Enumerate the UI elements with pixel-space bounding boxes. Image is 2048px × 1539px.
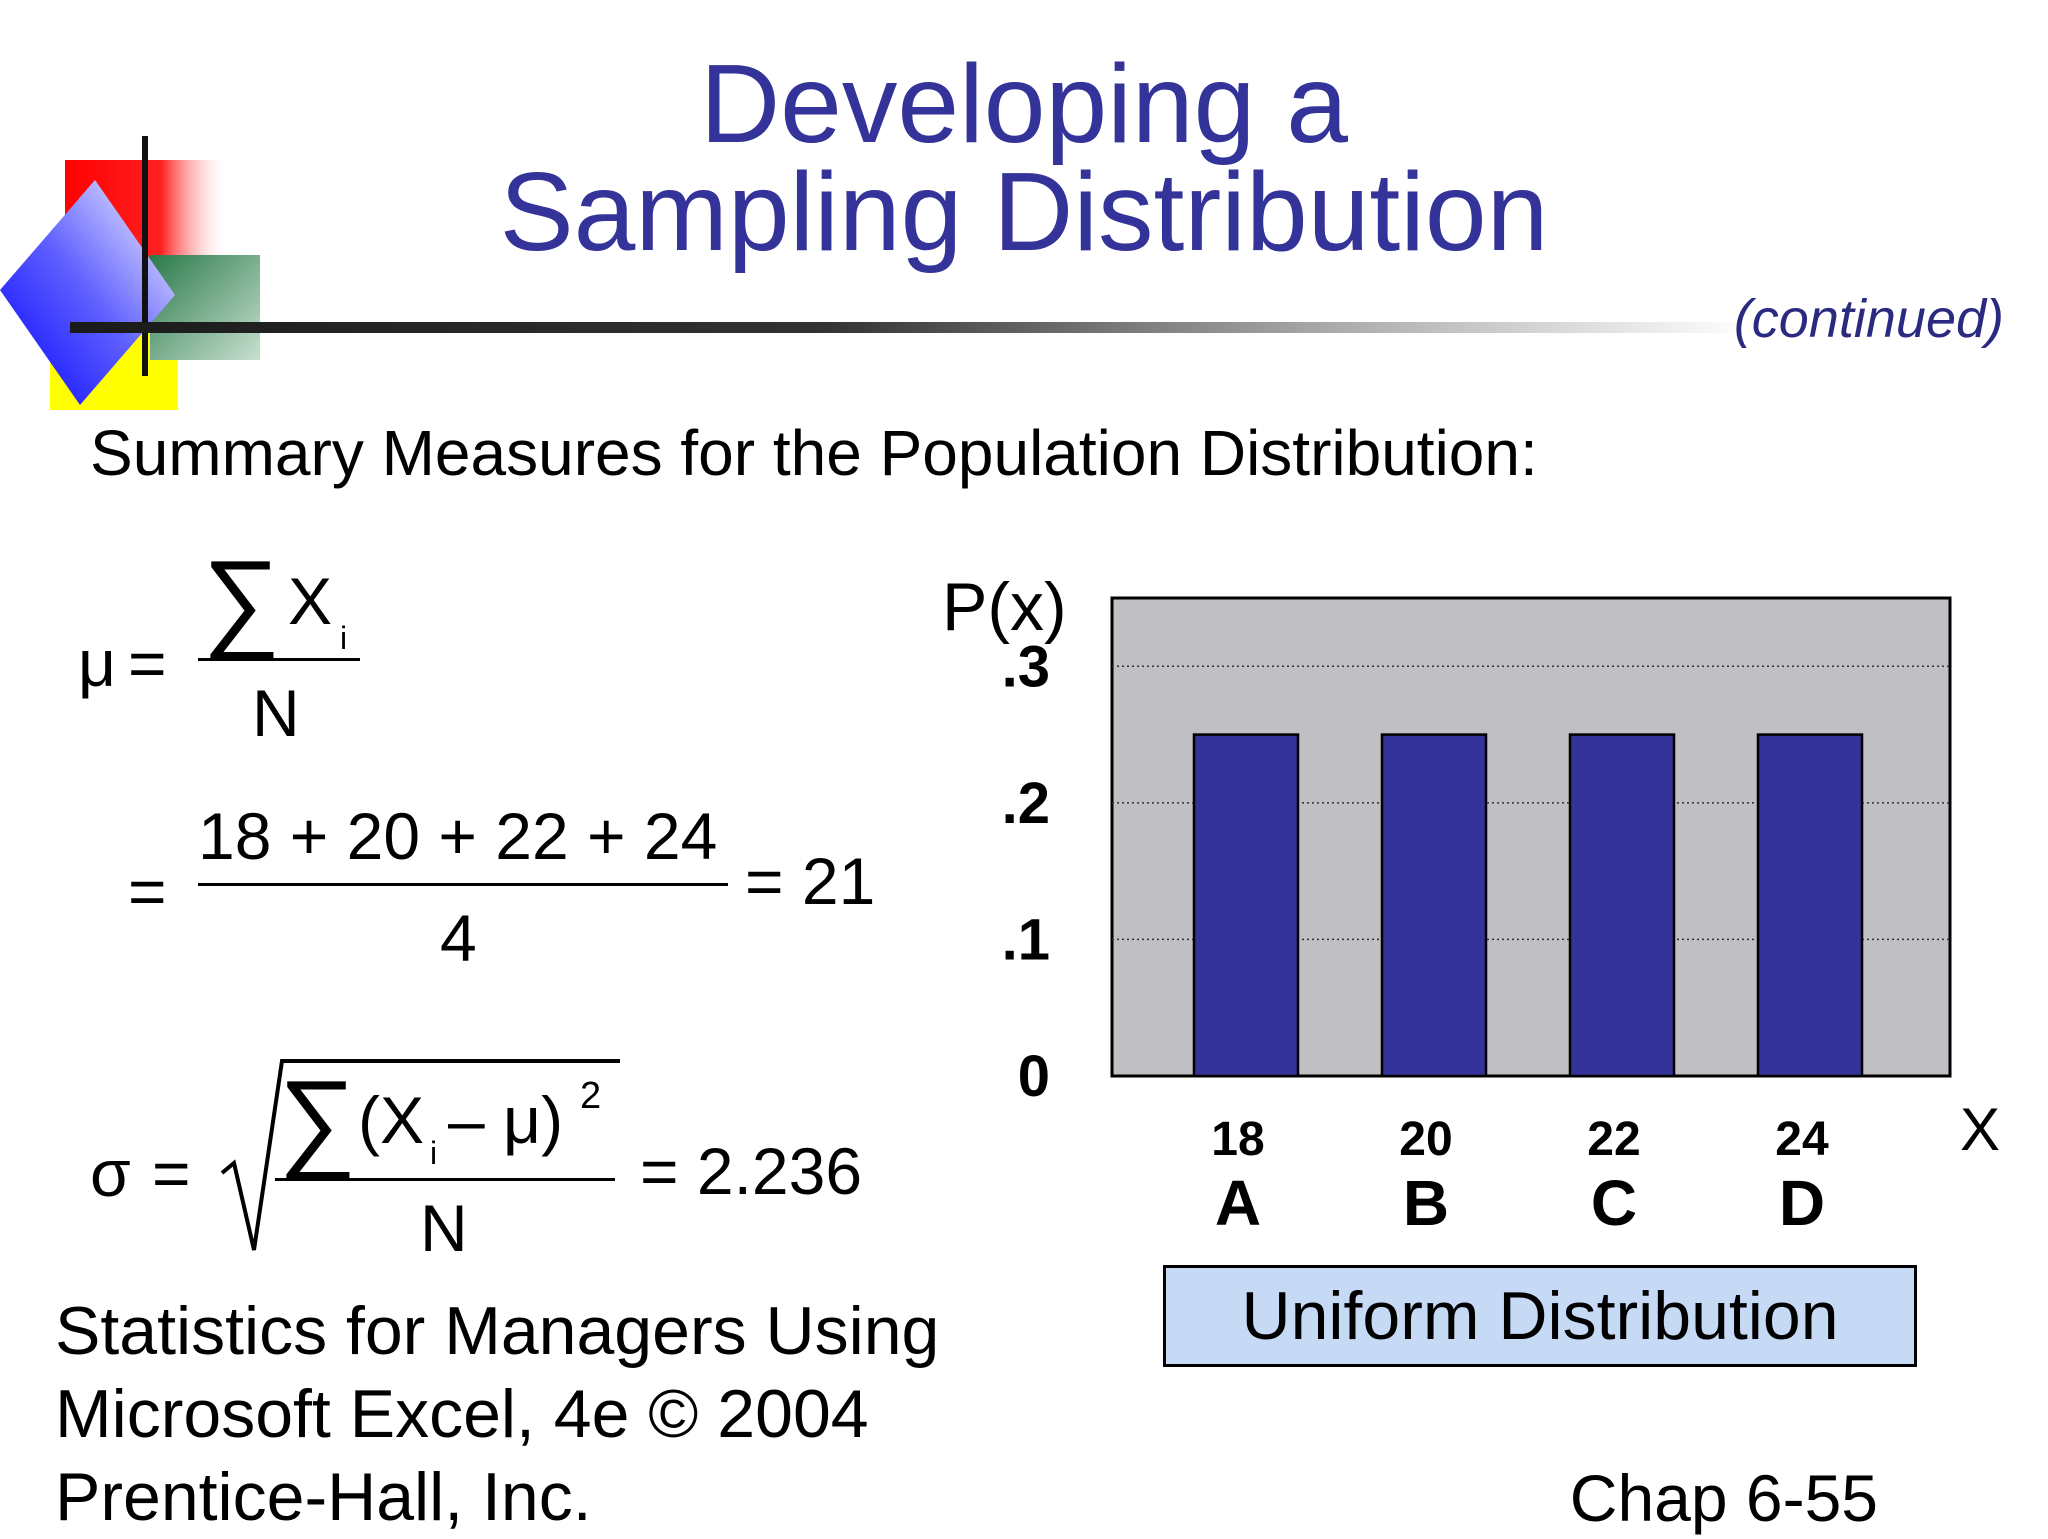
subscript-i: i xyxy=(430,1135,438,1171)
y-tick-label: .1 xyxy=(1002,907,1050,972)
footer-line-1: Statistics for Managers Using xyxy=(55,1293,940,1369)
subscript-i: i xyxy=(340,620,348,656)
fraction-bar xyxy=(275,1178,615,1181)
y-tick-label: .2 xyxy=(1002,771,1050,836)
fraction-bar xyxy=(198,883,728,886)
footer-citation: Statistics for Managers Using Microsoft … xyxy=(55,1290,939,1539)
footer-line-3: Prentice-Hall, Inc. xyxy=(55,1459,592,1535)
bar xyxy=(1756,733,1864,1078)
sd-numerator: (X xyxy=(358,1083,424,1157)
mean-numerator: 18 + 20 + 22 + 24 xyxy=(198,799,718,873)
denominator-n: N xyxy=(252,676,300,750)
sd-result: = 2.236 xyxy=(640,1134,863,1208)
power-two: 2 xyxy=(580,1075,602,1117)
footer-line-2: Microsoft Excel, 4e © 2004 xyxy=(55,1376,869,1452)
subtitle: Summary Measures for the Population Dist… xyxy=(90,417,1538,489)
x-tick-label: 20 xyxy=(1399,1113,1452,1166)
y-tick-label: 0 xyxy=(1018,1044,1050,1109)
mean-result: = 21 xyxy=(745,844,876,918)
equals-sign: = xyxy=(128,626,167,700)
fraction-bar xyxy=(198,658,360,661)
y-tick-label: .3 xyxy=(1002,634,1050,699)
x-tick-label: 18 xyxy=(1211,1113,1264,1166)
bar xyxy=(1192,733,1300,1078)
sum-symbol: ∑ xyxy=(202,538,281,661)
category-letter: B xyxy=(1403,1167,1449,1239)
sd-denominator: N xyxy=(420,1191,468,1265)
sum-symbol: ∑ xyxy=(278,1058,357,1181)
chapter-label: Chap 6-55 xyxy=(1569,1461,1878,1535)
bar xyxy=(1568,733,1676,1078)
y-axis-label: P(x) xyxy=(942,569,1067,645)
x-variable: X xyxy=(288,564,333,638)
category-letter: C xyxy=(1591,1167,1637,1239)
continued-label: (continued) xyxy=(1733,289,2004,349)
category-letter: D xyxy=(1779,1167,1825,1239)
title-divider xyxy=(70,322,1750,333)
bar-chart: 0 .1 .2 .3P(x) 18A 20B 22C 24D X xyxy=(942,569,2000,1239)
bar xyxy=(1380,733,1488,1078)
mu-symbol: μ xyxy=(78,626,117,700)
x-tick-label: 22 xyxy=(1587,1113,1640,1166)
category-letter: A xyxy=(1215,1167,1261,1239)
equals-sign: = xyxy=(128,854,167,928)
sigma-symbol: σ xyxy=(90,1136,131,1210)
chart-caption: Uniform Distribution xyxy=(1163,1265,1917,1367)
radical-sign xyxy=(220,1059,620,1251)
sd-numerator-rest: – μ) xyxy=(448,1083,564,1157)
slide-title: Developing a Sampling Distribution xyxy=(0,42,2048,274)
title-line-1: Developing a xyxy=(700,42,1348,166)
x-tick-label: 24 xyxy=(1775,1113,1829,1166)
x-axis-label: X xyxy=(1960,1096,2000,1163)
title-line-2: Sampling Distribution xyxy=(499,150,1549,274)
mean-denominator: 4 xyxy=(440,901,477,975)
equals-sign: = xyxy=(152,1136,191,1210)
